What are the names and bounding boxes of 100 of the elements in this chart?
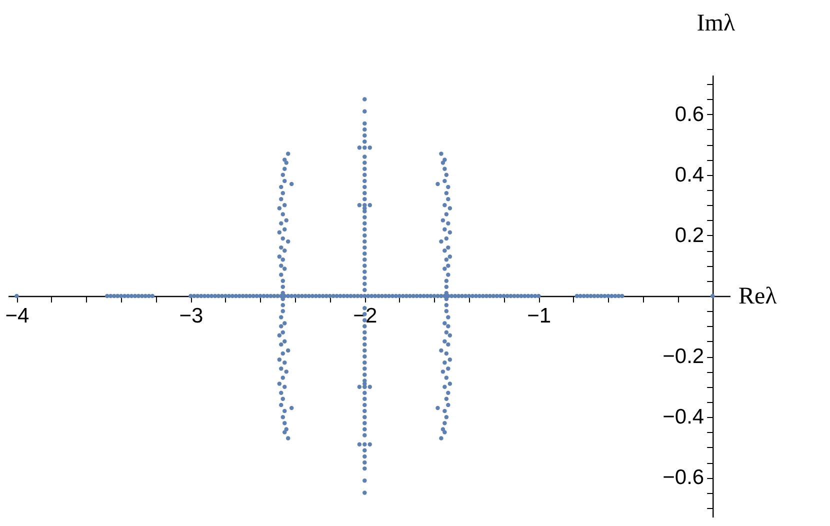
point [444, 396, 449, 402]
y-axis-title: Imλ [696, 10, 736, 36]
point [448, 357, 452, 362]
point [279, 221, 284, 226]
point [282, 266, 287, 271]
point [277, 357, 282, 362]
point [279, 245, 284, 250]
point [444, 236, 449, 241]
point [446, 221, 450, 226]
point [444, 212, 449, 216]
point [442, 408, 447, 414]
point [439, 152, 444, 156]
y-tick-label: −0.2 [662, 345, 704, 368]
point [448, 254, 452, 259]
point [444, 258, 449, 262]
point [446, 342, 450, 347]
point [446, 184, 450, 190]
point [444, 302, 449, 308]
point [446, 390, 450, 395]
point [282, 321, 287, 326]
point [442, 421, 447, 426]
point [446, 245, 450, 250]
point [279, 324, 284, 328]
point [446, 197, 450, 202]
point [446, 402, 450, 408]
point [442, 430, 447, 434]
x-tick-label: −1 [527, 304, 552, 328]
point [442, 360, 447, 365]
point [439, 239, 444, 244]
point [442, 339, 447, 344]
point [280, 236, 286, 241]
point [444, 351, 449, 356]
point [282, 339, 287, 344]
point [277, 333, 282, 338]
point [279, 366, 284, 371]
point [289, 406, 294, 410]
point [284, 218, 288, 222]
point [446, 315, 450, 320]
point [440, 427, 446, 432]
point [279, 390, 284, 395]
point [280, 212, 286, 216]
y-tick-label: −0.4 [662, 406, 704, 429]
point [282, 178, 287, 184]
point [446, 366, 450, 371]
point [280, 330, 286, 334]
point [280, 172, 286, 178]
point [444, 172, 449, 178]
point [280, 376, 286, 380]
point [439, 436, 444, 440]
x-axis-title: Reλ [738, 284, 778, 310]
point [442, 178, 447, 184]
point [440, 218, 446, 222]
point [436, 182, 440, 186]
point [277, 230, 282, 235]
point [442, 248, 447, 253]
point [448, 230, 452, 235]
point [280, 302, 286, 308]
point [280, 258, 286, 262]
y-tick-label: −0.6 [662, 466, 704, 490]
point [444, 284, 449, 290]
point [448, 382, 452, 386]
point [444, 290, 449, 296]
point [286, 239, 290, 244]
point [277, 382, 282, 386]
point [286, 436, 290, 440]
point [279, 264, 284, 268]
point [442, 321, 447, 326]
point [444, 309, 449, 314]
point [444, 414, 449, 420]
point [440, 370, 446, 374]
point [277, 254, 282, 259]
point [442, 266, 447, 271]
point [442, 158, 447, 162]
point [442, 227, 447, 232]
point [280, 351, 286, 356]
point [444, 278, 449, 283]
point [446, 272, 450, 277]
point [282, 384, 287, 389]
point [277, 206, 282, 210]
point [280, 284, 286, 290]
point [446, 264, 450, 268]
point [280, 414, 286, 420]
y-tick-label: 0.2 [674, 224, 704, 247]
point [279, 315, 284, 320]
point [282, 166, 287, 171]
point [282, 360, 287, 365]
point [284, 160, 288, 165]
point [279, 402, 284, 408]
point [442, 166, 447, 171]
point [282, 203, 287, 208]
point [280, 296, 286, 302]
x-tick-label: −4 [5, 304, 30, 328]
point [282, 408, 287, 414]
y-tick-label: 0.6 [674, 102, 704, 126]
point [286, 152, 290, 156]
point [279, 342, 284, 347]
point [440, 160, 446, 165]
point [280, 396, 286, 402]
point [444, 190, 449, 196]
point [442, 203, 447, 208]
